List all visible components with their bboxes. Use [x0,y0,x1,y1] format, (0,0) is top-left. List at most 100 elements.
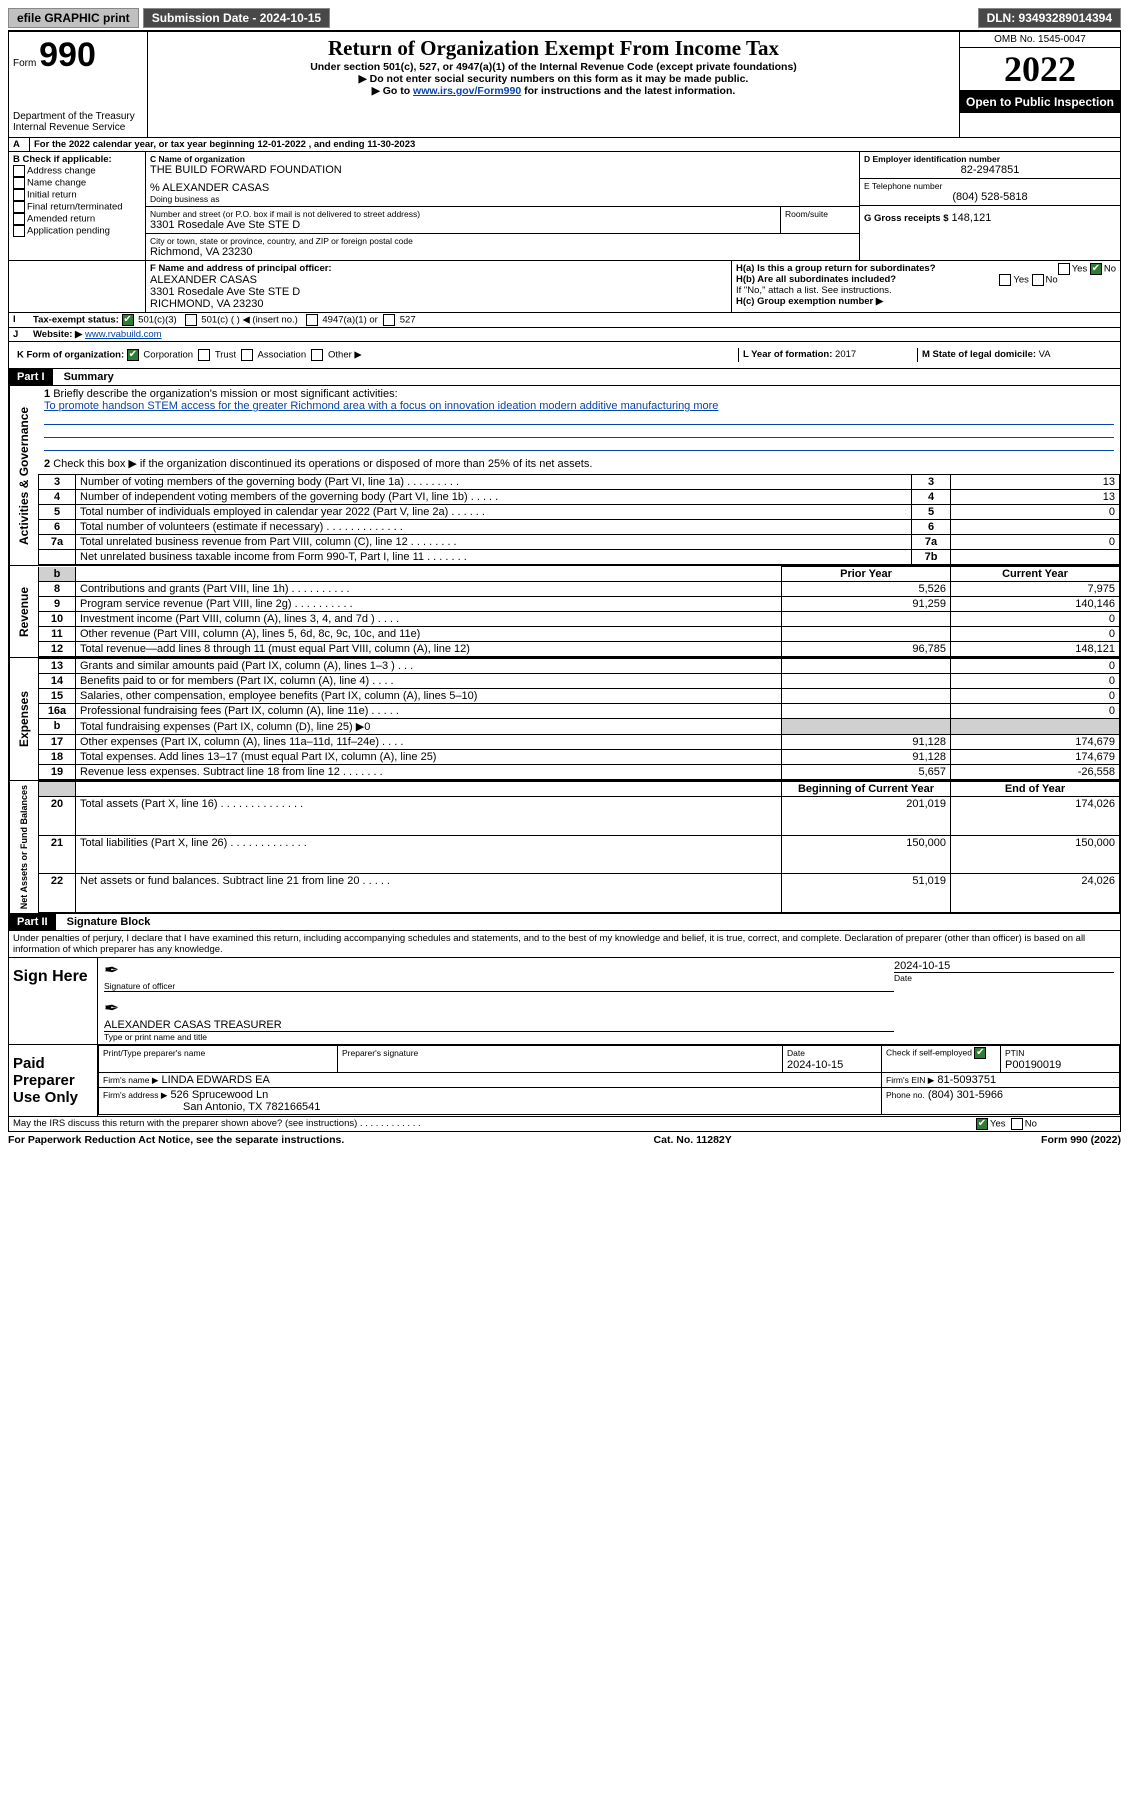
efile-print-button[interactable]: efile GRAPHIC print [8,8,139,28]
m-label: M State of legal domicile: [922,349,1036,360]
paid-preparer-label: Paid Preparer Use Only [9,1045,98,1116]
row-a-period: A For the 2022 calendar year, or tax yea… [8,138,1121,152]
footer-left: For Paperwork Reduction Act Notice, see … [8,1134,344,1146]
ptin-value: P00190019 [1005,1059,1061,1071]
l-value: 2017 [835,349,856,360]
table-row: 15Salaries, other compensation, employee… [39,689,1120,704]
table-row: 4Number of independent voting members of… [39,490,1120,505]
form-number: 990 [39,36,96,74]
527-check[interactable] [383,314,395,326]
table-row: 8Contributions and grants (Part VIII, li… [39,582,1120,597]
ha-yes-check[interactable] [1058,263,1070,275]
hb-yes-check[interactable] [999,274,1011,286]
section-f-label: F Name and address of principal officer: [150,263,727,274]
net-section-label: Net Assets or Fund Balances [9,781,38,913]
irs-link[interactable]: www.irs.gov/Form990 [413,85,521,97]
k-other-label: Other ▶ [328,350,362,361]
org-name: THE BUILD FORWARD FOUNDATION [150,164,855,176]
table-row: 12Total revenue—add lines 8 through 11 (… [39,642,1120,657]
prep-date-label: Date [787,1048,805,1058]
name-change-check[interactable] [13,177,25,189]
dba-label: Doing business as [150,194,855,204]
hb-no-check[interactable] [1032,274,1044,286]
net-assets-table: Beginning of Current Year End of Year 20… [38,781,1120,913]
eoy-header: End of Year [951,782,1120,797]
sign-here-block: Sign Here ✒ Signature of officer ✒ ALEXA… [8,958,1121,1045]
501c3-check[interactable]: ✔ [122,314,134,326]
firm-ein-label: Firm's EIN ▶ [886,1075,934,1085]
k-label: K Form of organization: [17,350,124,361]
part-i-badge: Part I [9,369,53,385]
rev-section-label: Revenue [9,566,38,657]
prep-date-value: 2024-10-15 [787,1059,843,1071]
exp-section-label: Expenses [9,658,38,780]
officer-name-title: ALEXANDER CASAS TREASURER [104,1019,894,1031]
subtitle-2: ▶ Do not enter social security numbers o… [154,73,953,85]
q1-answer: To promote handson STEM access for the g… [44,400,718,412]
phone-value: (804) 528-5818 [864,191,1116,203]
preparer-table: Print/Type preparer's name Preparer's si… [98,1045,1120,1115]
tax-year: 2022 [960,47,1120,91]
sig-date-value: 2024-10-15 [894,960,1114,972]
table-row: 5Total number of individuals employed in… [39,505,1120,520]
page-title: Return of Organization Exempt From Incom… [154,36,953,61]
table-row: 20Total assets (Part X, line 16) . . . .… [39,797,1120,836]
amended-check[interactable] [13,213,25,225]
part-ii-header: Part II Signature Block [8,914,1121,931]
h-b-note: If "No," attach a list. See instructions… [736,285,1116,296]
expenses-table: 13Grants and similar amounts paid (Part … [38,658,1120,780]
ha-yes-label: Yes [1072,264,1088,275]
k-other-check[interactable] [311,349,323,361]
table-row: 6Total number of volunteers (estimate if… [39,520,1120,535]
k-trust-check[interactable] [198,349,210,361]
4947-check[interactable] [306,314,318,326]
501c-check[interactable] [185,314,197,326]
k-corp-check[interactable]: ✔ [127,349,139,361]
officer-name: ALEXANDER CASAS [150,274,727,286]
table-row: 11Other revenue (Part VIII, column (A), … [39,627,1120,642]
boy-header: Beginning of Current Year [782,782,951,797]
may-irs-yes-check[interactable]: ✔ [976,1118,988,1130]
k-trust-label: Trust [215,350,236,361]
initial-return-check[interactable] [13,189,25,201]
subtitle-3-pre: ▶ Go to [372,85,413,97]
may-irs-yes-label: Yes [990,1119,1006,1130]
current-year-header: Current Year [951,567,1120,582]
firm-name-value: LINDA EDWARDS EA [161,1074,269,1086]
website-link[interactable]: www.rvabuild.com [85,329,162,340]
firm-phone-value: (804) 301-5966 [928,1089,1003,1101]
revenue-block: Revenue b Prior Year Current Year 8Contr… [8,566,1121,658]
part-i-title: Summary [56,371,114,383]
omb-number: OMB No. 1545-0047 [960,32,1120,47]
firm-addr1-value: 526 Sprucewood Ln [170,1089,268,1101]
section-g-label: G Gross receipts $ [864,213,948,224]
ha-no-check[interactable]: ✔ [1090,263,1102,275]
final-return-check[interactable] [13,201,25,213]
may-irs-no-check[interactable] [1011,1118,1023,1130]
m-value: VA [1039,349,1051,360]
paid-preparer-block: Paid Preparer Use Only Print/Type prepar… [8,1045,1121,1117]
row-klm: K Form of organization: ✔ Corporation Tr… [8,342,1121,369]
period-end: 11-30-2023 [367,139,415,150]
revenue-table: b Prior Year Current Year 8Contributions… [38,566,1120,657]
initial-return-label: Initial return [27,190,77,201]
addr-change-label: Address change [27,166,96,177]
app-pending-check[interactable] [13,225,25,237]
firm-ein-value: 81-5093751 [937,1074,996,1086]
table-row: 14Benefits paid to or for members (Part … [39,674,1120,689]
section-d-label: D Employer identification number [864,154,1116,164]
sig-officer-label: Signature of officer [104,981,894,992]
room-suite-label: Room/suite [781,207,859,233]
h-b-label: H(b) Are all subordinates included? [736,274,896,285]
subtitle-3-post: for instructions and the latest informat… [521,85,735,97]
gov-section-label: Activities & Governance [9,386,38,565]
gov-table: 3Number of voting members of the governi… [38,474,1120,565]
ptin-label: PTIN [1005,1048,1024,1058]
addr-change-check[interactable] [13,165,25,177]
table-row: 3Number of voting members of the governi… [39,475,1120,490]
self-employed-check[interactable]: ✔ [974,1047,986,1059]
ein-value: 82-2947851 [864,164,1116,176]
declaration-text: Under penalties of perjury, I declare th… [8,931,1121,958]
k-assoc-check[interactable] [241,349,253,361]
dept-label: Department of the Treasury Internal Reve… [13,111,143,133]
